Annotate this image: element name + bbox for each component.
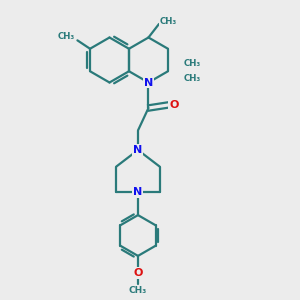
Text: CH₃: CH₃ (129, 286, 147, 295)
Text: CH₃: CH₃ (160, 17, 177, 26)
Text: N: N (133, 187, 142, 197)
Text: CH₃: CH₃ (183, 59, 201, 68)
Text: O: O (169, 100, 179, 110)
Text: CH₃: CH₃ (183, 74, 201, 83)
Text: CH₃: CH₃ (57, 32, 75, 41)
Text: N: N (144, 77, 153, 88)
Text: N: N (133, 145, 142, 155)
Text: O: O (133, 268, 143, 278)
